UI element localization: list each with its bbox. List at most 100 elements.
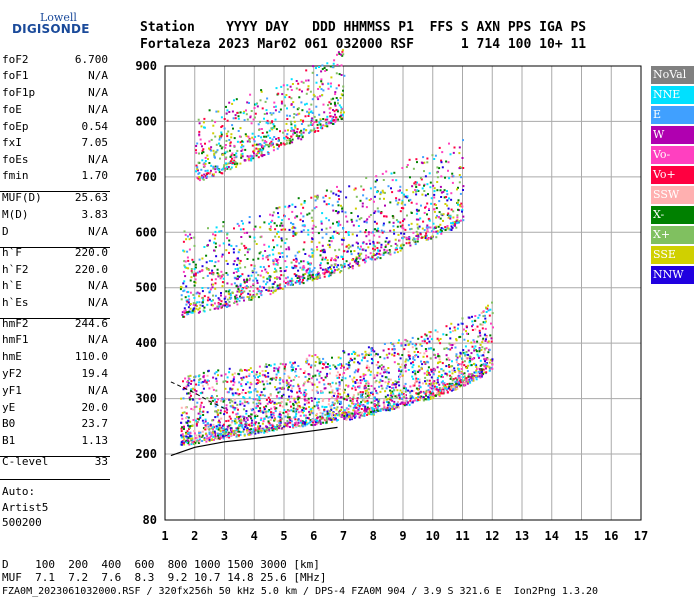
trace-point: [401, 374, 404, 377]
trace-point: [492, 326, 494, 329]
trace-point: [241, 152, 244, 155]
trace-point: [205, 381, 208, 384]
trace-point: [399, 247, 402, 249]
trace-point: [458, 209, 461, 212]
trace-point: [222, 433, 225, 436]
trace-point: [415, 230, 418, 233]
trace-point: [202, 176, 205, 179]
trace-point: [302, 421, 304, 424]
trace-point: [375, 389, 378, 392]
trace-point: [238, 434, 240, 437]
trace-point: [195, 272, 197, 275]
trace-point: [489, 366, 492, 369]
trace-point: [195, 392, 198, 395]
trace-point: [265, 121, 268, 124]
trace-point: [448, 364, 450, 367]
trace-point: [361, 379, 364, 382]
trace-point: [277, 139, 280, 142]
trace-point: [300, 80, 303, 83]
trace-point: [308, 413, 311, 416]
trace-point: [354, 415, 357, 418]
trace-point: [397, 363, 400, 366]
trace-point: [236, 162, 239, 165]
trace-point: [460, 363, 463, 366]
trace-point: [271, 138, 274, 141]
trace-point: [412, 364, 415, 366]
trace-point: [364, 353, 367, 356]
trace-point: [292, 226, 295, 228]
trace-point: [274, 386, 277, 389]
param-yf2: yF2 19.4: [2, 367, 108, 381]
trace-point: [488, 314, 491, 317]
trace-point: [269, 293, 272, 296]
trace-point: [336, 414, 339, 417]
trace-point: [267, 134, 270, 137]
trace-point: [184, 309, 187, 312]
trace-point: [281, 386, 284, 389]
trace-point: [275, 367, 278, 370]
trace-point: [268, 286, 271, 289]
trace-point: [401, 224, 404, 227]
trace-point: [391, 348, 394, 351]
trace-point: [375, 175, 378, 178]
trace-point: [448, 370, 451, 373]
trace-point: [193, 310, 196, 313]
trace-point: [452, 151, 455, 154]
trace-point: [352, 384, 355, 387]
trace-point: [450, 192, 453, 195]
trace-point: [347, 361, 350, 364]
trace-point: [486, 307, 489, 310]
trace-point: [198, 432, 201, 434]
trace-point: [340, 204, 342, 207]
trace-point: [354, 388, 357, 391]
trace-point: [472, 376, 475, 379]
trace-point: [484, 314, 486, 317]
trace-point: [455, 339, 458, 342]
trace-point: [236, 275, 239, 278]
trace-point: [197, 169, 199, 172]
trace-point: [390, 187, 392, 190]
trace-point: [197, 161, 200, 164]
trace-point: [295, 232, 298, 235]
trace-point: [219, 157, 221, 160]
trace-point: [446, 199, 449, 202]
trace-point: [297, 398, 300, 401]
trace-point: [426, 224, 429, 227]
trace-point: [311, 383, 314, 386]
trace-point: [291, 368, 294, 371]
trace-point: [451, 379, 454, 382]
trace-point: [236, 290, 239, 293]
trace-point: [240, 146, 243, 149]
trace-point: [386, 406, 389, 409]
trace-point: [215, 143, 218, 146]
trace-point: [279, 401, 282, 404]
trace-point: [230, 388, 233, 391]
trace-point: [391, 383, 394, 386]
trace-point: [252, 401, 255, 404]
trace-point: [222, 221, 225, 224]
trace-point: [185, 285, 188, 288]
trace-point: [240, 418, 243, 421]
trace-point: [251, 431, 254, 434]
trace-point: [374, 186, 377, 189]
trace-point: [425, 226, 428, 229]
trace-point: [238, 224, 241, 227]
trace-point: [201, 304, 204, 307]
trace-point: [208, 140, 211, 143]
trace-point: [319, 267, 322, 270]
trace-point: [267, 372, 270, 375]
trace-point: [302, 131, 305, 134]
trace-point: [379, 249, 381, 252]
trace-point: [441, 380, 444, 383]
trace-point: [273, 419, 276, 422]
trace-point: [285, 282, 287, 284]
trace-point: [240, 383, 243, 386]
trace-point: [229, 401, 231, 404]
trace-point: [389, 398, 392, 401]
trace-point: [404, 366, 407, 369]
trace-point: [465, 379, 468, 382]
trace-point: [410, 222, 413, 225]
trace-point: [263, 113, 266, 115]
trace-point: [224, 144, 227, 146]
trace-point: [399, 373, 402, 376]
